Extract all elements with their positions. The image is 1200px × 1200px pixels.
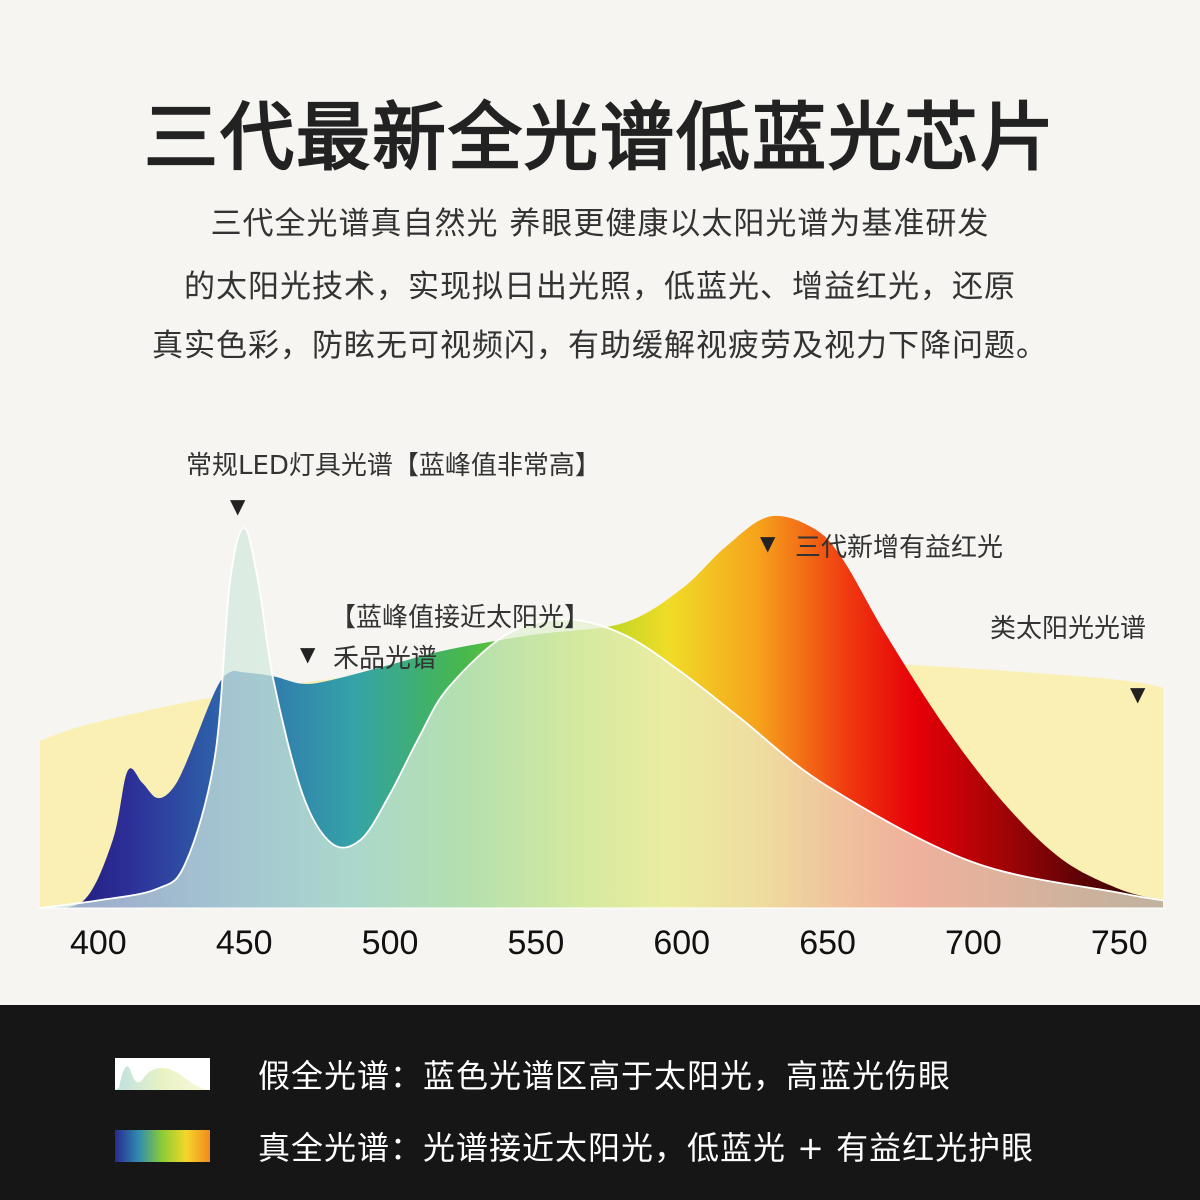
x-tick-label: 750 xyxy=(1091,924,1148,962)
x-tick-label: 600 xyxy=(653,924,710,962)
legend-label-true: 真全光谱：光谱接近太阳光，低蓝光 + 有益红光护眼 xyxy=(258,1129,1035,1167)
true-spectrum-swatch xyxy=(115,1130,210,1162)
x-tick-label: 650 xyxy=(799,924,856,962)
x-tick-label: 550 xyxy=(508,924,565,962)
arrow-down-icon: ▼ xyxy=(230,494,246,518)
x-tick-label: 400 xyxy=(70,924,127,962)
arrow-down-icon: ▼ xyxy=(300,642,316,666)
x-tick-label: 500 xyxy=(362,924,419,962)
description-line-1: 三代全光谱真自然光 养眼更健康以太阳光谱为基准研发 xyxy=(210,206,990,242)
annotation-brand-spectrum: 禾品光谱 xyxy=(333,644,438,674)
x-tick-label: 700 xyxy=(945,924,1002,962)
annotation-led-spectrum: 常规LED灯具光谱【蓝峰值非常高】 xyxy=(186,451,601,481)
spectrum-chart: 400 450 500 550 600 650 700 750 xyxy=(38,515,1164,962)
annotation-red-gain: 三代新增有益红光 xyxy=(795,533,1004,563)
legend-panel: 假全光谱：蓝色光谱区高于太阳光，高蓝光伤眼 真全光谱：光谱接近太阳光，低蓝光 +… xyxy=(0,1005,1200,1200)
fake-spectrum-swatch xyxy=(115,1058,210,1090)
x-axis-ticks: 400 450 500 550 600 650 700 750 xyxy=(70,924,1148,962)
annotation-sun-spectrum: 类太阳光光谱 xyxy=(990,614,1147,644)
description-line-2: 的太阳光技术，实现拟日出光照，低蓝光、增益红光，还原 xyxy=(184,269,1016,305)
page-title: 三代最新全光谱低蓝光芯片 xyxy=(144,95,1056,181)
led-spectrum-line xyxy=(39,527,1164,909)
arrow-down-icon: ▼ xyxy=(1130,682,1146,706)
legend-item-fake: 假全光谱：蓝色光谱区高于太阳光，高蓝光伤眼 xyxy=(115,1054,952,1095)
led-spectrum-area xyxy=(40,528,1163,908)
arrow-down-icon: ▼ xyxy=(760,531,776,555)
legend-label-fake: 假全光谱：蓝色光谱区高于太阳光，高蓝光伤眼 xyxy=(258,1057,952,1095)
legend-item-true: 真全光谱：光谱接近太阳光，低蓝光 + 有益红光护眼 xyxy=(115,1126,1035,1167)
annotation-blue-near-sun: 【蓝峰值接近太阳光】 xyxy=(330,603,591,633)
description-line-3: 真实色彩，防眩无可视频闪，有助缓解视疲劳及视力下降问题。 xyxy=(152,328,1048,364)
x-tick-label: 450 xyxy=(216,924,273,962)
